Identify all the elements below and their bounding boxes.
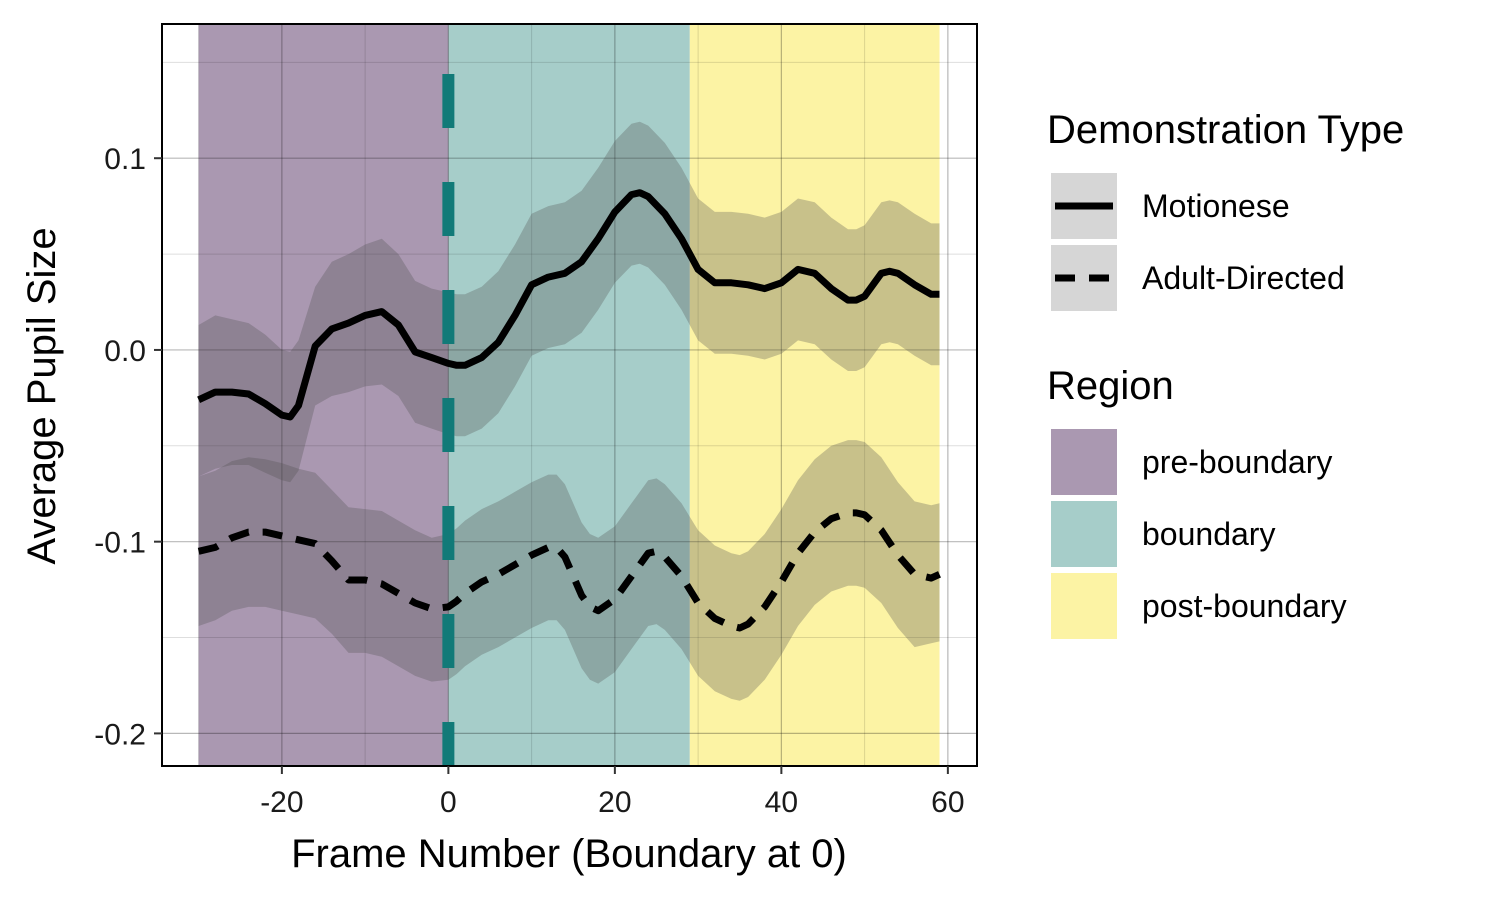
- x-tick-label: 0: [440, 786, 457, 819]
- y-axis-title: Average Pupil Size: [20, 227, 64, 564]
- legend-label: Adult-Directed: [1142, 260, 1345, 296]
- legend-key-pre-boundary: [1051, 429, 1117, 495]
- band-adult-directed: [198, 440, 940, 701]
- y-axis: -0.2 -0.1 0.0 0.1: [94, 143, 162, 751]
- bands-layer: [198, 121, 940, 701]
- legend-title: Demonstration Type: [1047, 108, 1404, 152]
- regions-layer: [198, 24, 940, 766]
- x-axis: -20 0 20 40 60: [260, 766, 965, 819]
- legend-title: Region: [1047, 364, 1174, 408]
- band-motionese: [198, 121, 940, 483]
- x-tick-label: 20: [598, 786, 631, 819]
- legend: Demonstration Type Motionese Adult-Directe…: [1047, 108, 1404, 639]
- legend-key-post-boundary: [1051, 573, 1117, 639]
- series-line-adult-directed: [197, 509, 941, 632]
- legend-label: post-boundary: [1142, 588, 1347, 624]
- x-axis-title: Frame Number (Boundary at 0): [291, 832, 847, 876]
- x-tick-label: 40: [765, 786, 798, 819]
- plot-border: [161, 23, 978, 767]
- plot-area: [161, 23, 978, 767]
- legend-label: pre-boundary: [1142, 444, 1332, 480]
- x-tick-label: 60: [931, 786, 964, 819]
- y-tick-label: -0.2: [94, 718, 146, 751]
- legend-label: boundary: [1142, 516, 1275, 552]
- region-post-boundary: [689, 24, 940, 766]
- series-line-motionese: [197, 189, 940, 421]
- y-tick-label: -0.1: [94, 527, 146, 560]
- y-tick-label: 0.1: [104, 143, 146, 176]
- x-tick-label: -20: [260, 786, 303, 819]
- legend-label: Motionese: [1142, 188, 1290, 224]
- legend-key-boundary: [1051, 501, 1117, 567]
- region-boundary: [448, 24, 690, 766]
- y-tick-label: 0.0: [104, 335, 146, 368]
- lines-layer: [197, 189, 941, 632]
